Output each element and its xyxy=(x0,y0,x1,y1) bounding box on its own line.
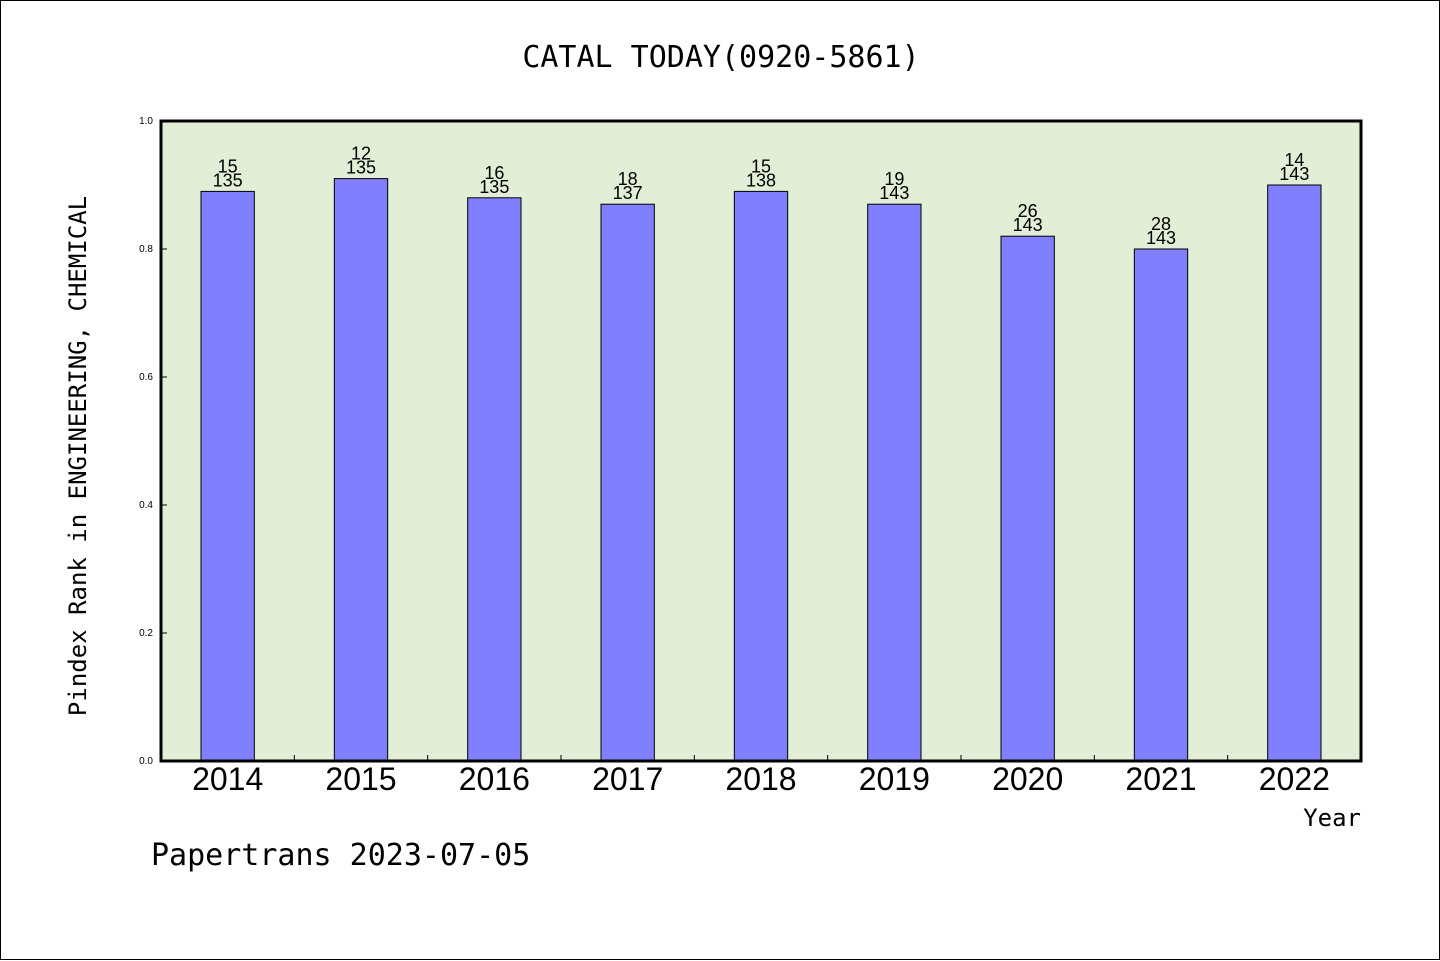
y-tick-label: 0.4 xyxy=(139,500,153,511)
y-tick-label: 1.0 xyxy=(139,116,153,127)
bar-rank-label: 15 xyxy=(751,156,771,176)
bar-2015 xyxy=(333,178,389,762)
bar-2018 xyxy=(733,190,789,762)
x-tick-label: 2021 xyxy=(1125,761,1196,797)
bar-total-label: 138 xyxy=(746,170,776,190)
bar-2014 xyxy=(200,190,255,762)
bar-2017 xyxy=(600,203,655,762)
bar-2016 xyxy=(467,197,522,762)
bar-2019 xyxy=(867,203,922,762)
bar-total-label: 137 xyxy=(613,183,643,203)
bar-2021 xyxy=(1133,248,1189,762)
chart-title: CATAL TODAY(0920-5861) xyxy=(522,40,919,75)
plot-border xyxy=(159,119,1363,763)
y-tick-label: 0.6 xyxy=(139,372,153,383)
y-tick-label: 0.8 xyxy=(139,244,153,255)
x-tick-label: 2022 xyxy=(1259,761,1330,797)
y-axis-label: Pindex Rank in ENGINEERING, CHEMICAL xyxy=(64,196,92,716)
bar-rank-label: 16 xyxy=(484,163,504,183)
bar-total-label: 143 xyxy=(1013,215,1043,235)
x-tick-label: 2017 xyxy=(592,761,663,797)
bar-2020 xyxy=(1000,235,1055,762)
x-tick-label: 2018 xyxy=(725,761,796,797)
bar-series xyxy=(200,178,1322,762)
x-tick-label: 2016 xyxy=(459,761,530,797)
x-axis: 2014 2015 2016 2017 2018 2019 2020 2021 2022 xyxy=(192,755,1330,797)
bar-rank-label: 15 xyxy=(218,156,238,176)
bar-total-label: 135 xyxy=(346,158,376,178)
bar-rank-label: 14 xyxy=(1284,150,1304,170)
bar-total-label: 143 xyxy=(879,183,909,203)
bar-total-label: 143 xyxy=(1146,228,1176,248)
bar-total-label: 135 xyxy=(479,177,509,197)
bar-rank-label: 26 xyxy=(1018,201,1038,221)
y-tick-label: 0.2 xyxy=(139,628,153,639)
x-tick-label: 2020 xyxy=(992,761,1063,797)
x-tick-label: 2015 xyxy=(325,761,396,797)
bar-rank-label: 19 xyxy=(884,169,904,189)
x-axis-label: Year xyxy=(1303,804,1361,832)
bar-rank-label: 12 xyxy=(351,144,371,164)
bar-rank-label: 28 xyxy=(1151,214,1171,234)
bar-2022 xyxy=(1267,184,1322,762)
bar-total-label: 143 xyxy=(1279,164,1309,184)
footer-note: Papertrans 2023-07-05 xyxy=(151,838,530,873)
bar-rank-label: 18 xyxy=(618,169,638,189)
x-tick-label: 2019 xyxy=(859,761,930,797)
bar-total-label: 135 xyxy=(213,170,243,190)
x-tick-label: 2014 xyxy=(192,761,263,797)
y-tick-label: 0.0 xyxy=(139,756,153,767)
